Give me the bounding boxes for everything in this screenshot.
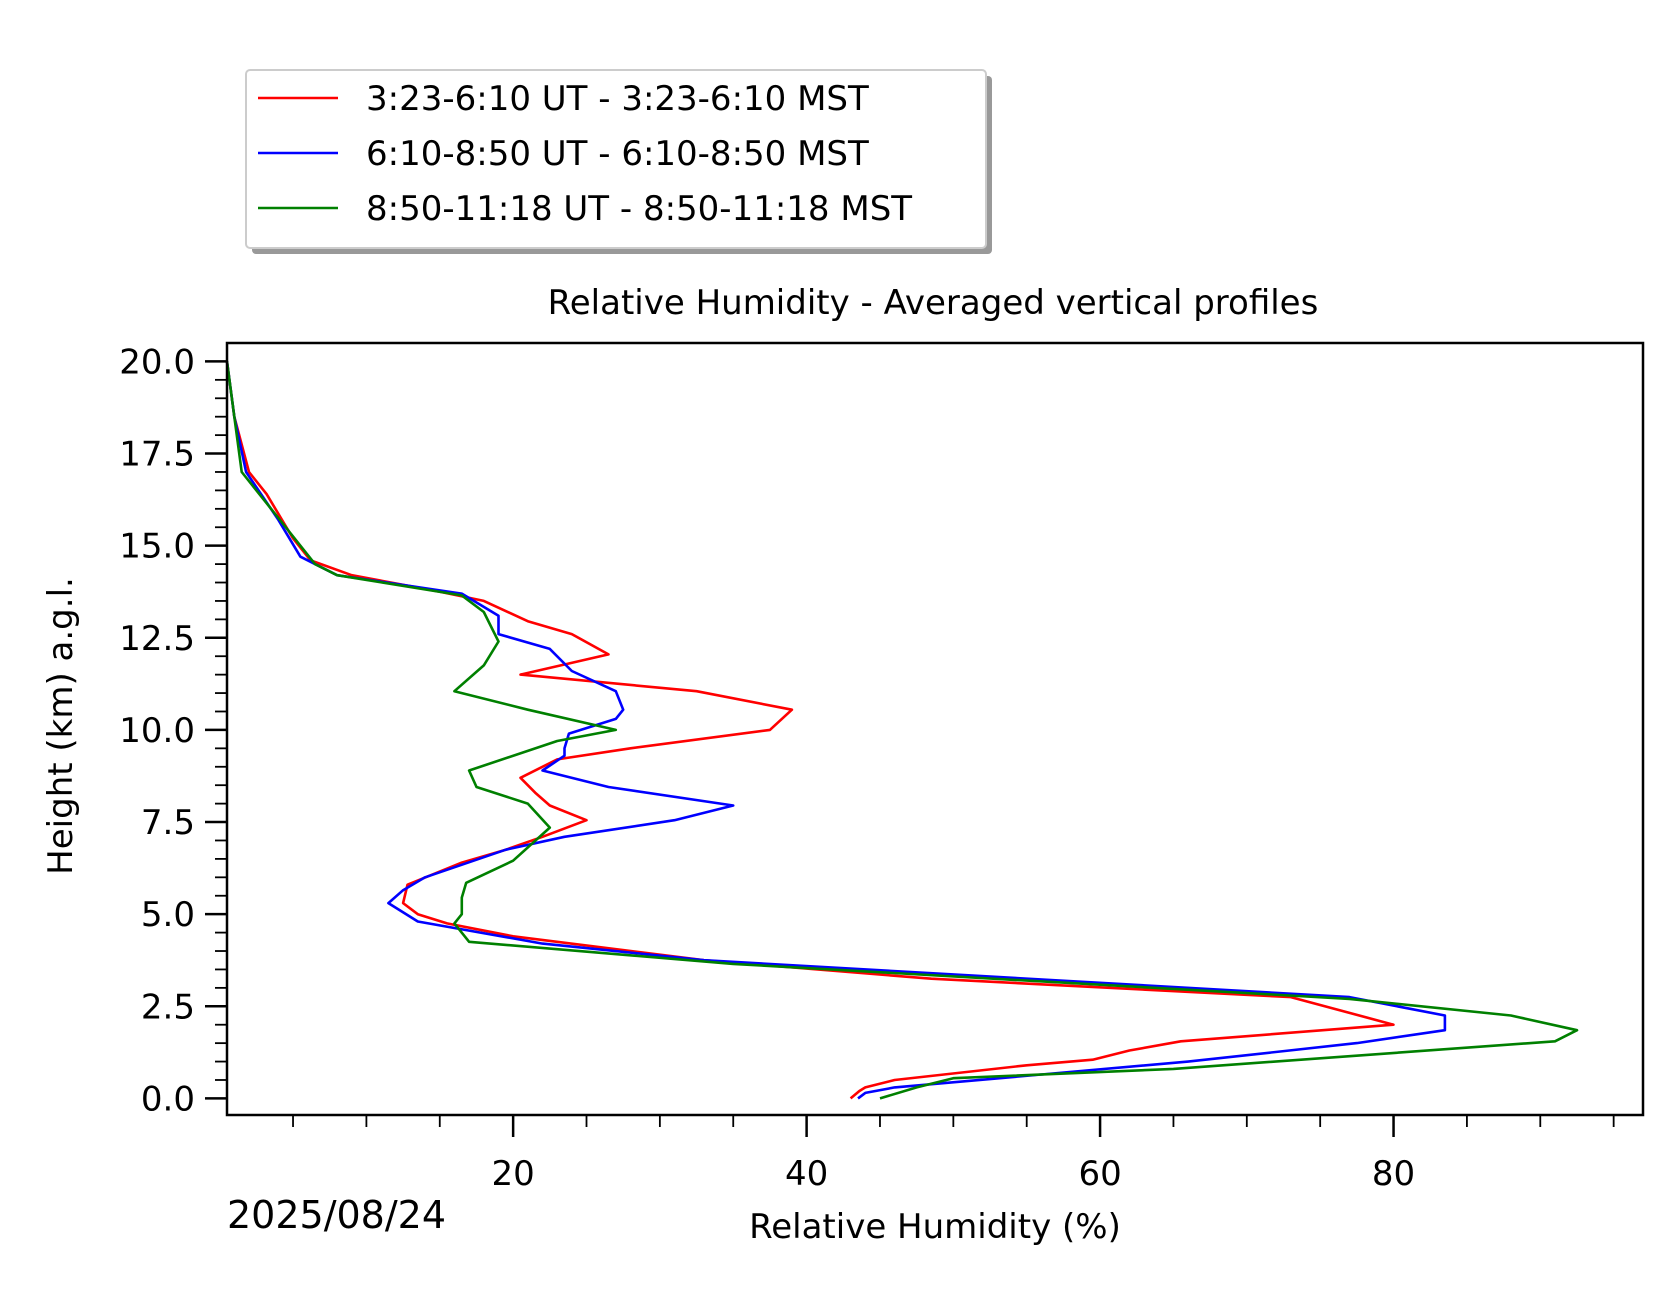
series-line-1 — [225, 361, 1395, 1100]
date-label: 2025/08/24 — [227, 1193, 446, 1237]
y-tick-label: 15.0 — [119, 527, 195, 567]
series-line-2 — [225, 361, 1447, 1100]
x-tick-label: 60 — [1078, 1154, 1121, 1194]
y-axis: 0.0 2.5 5.0 7.5 10.0 12.5 15.0 17.5 20.0 — [119, 342, 227, 1119]
y-tick-label: 5.0 — [141, 895, 195, 935]
y-axis-label: Height (km) a.g.l. — [41, 577, 81, 875]
x-tick-label: 80 — [1372, 1154, 1415, 1194]
legend-entry: 3:23-6:10 UT - 3:23-6:10 MST — [258, 79, 869, 119]
legend-entry: 6:10-8:50 UT - 6:10-8:50 MST — [258, 134, 869, 174]
y-tick-label: 2.5 — [141, 987, 195, 1027]
y-tick-label: 0.0 — [141, 1079, 195, 1119]
y-tick-label: 10.0 — [119, 711, 195, 751]
y-tick-label: 20.0 — [119, 342, 195, 382]
y-tick-label: 7.5 — [141, 803, 195, 843]
series-line-3 — [225, 361, 1579, 1100]
y-tick-label: 12.5 — [119, 619, 195, 659]
chart-title: Relative Humidity - Averaged vertical pr… — [548, 283, 1319, 323]
x-axis-label: Relative Humidity (%) — [749, 1207, 1121, 1247]
x-axis: 20 40 60 80 — [292, 1115, 1615, 1194]
legend-label-series-2: 6:10-8:50 UT - 6:10-8:50 MST — [366, 134, 869, 174]
y-tick-label: 17.5 — [119, 435, 195, 475]
legend-label-series-1: 3:23-6:10 UT - 3:23-6:10 MST — [366, 79, 869, 119]
plot-frame — [225, 341, 1645, 1117]
plot-area — [225, 361, 1579, 1100]
legend-label-series-3: 8:50-11:18 UT - 8:50-11:18 MST — [366, 189, 912, 229]
legend-entry: 8:50-11:18 UT - 8:50-11:18 MST — [258, 189, 912, 229]
legend: 3:23-6:10 UT - 3:23-6:10 MST 6:10-8:50 U… — [245, 69, 992, 254]
x-tick-label: 20 — [492, 1154, 535, 1194]
x-tick-label: 40 — [785, 1154, 828, 1194]
legend-box — [245, 69, 987, 249]
